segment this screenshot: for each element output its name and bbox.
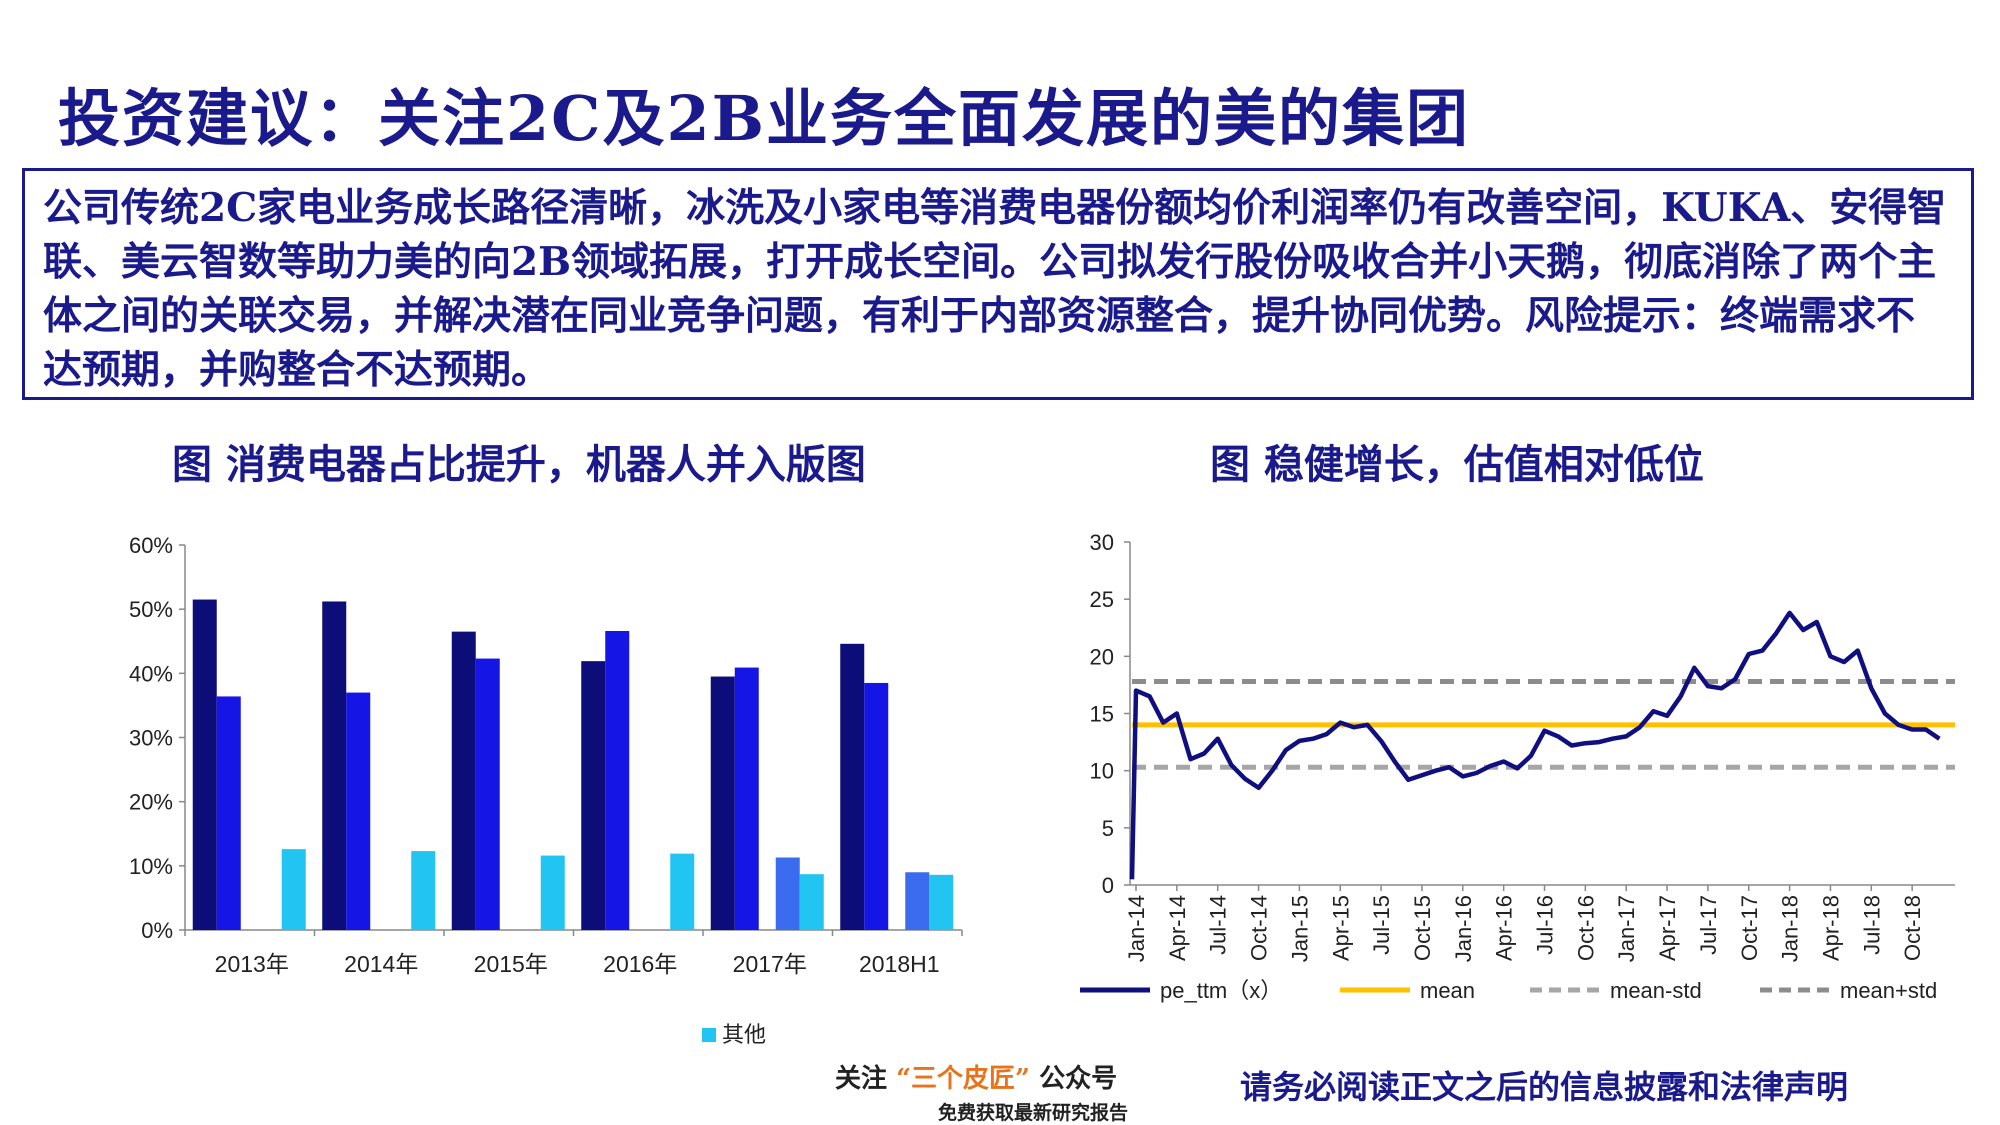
- line-x-tick-label: Jul-16: [1533, 895, 1558, 955]
- line-x-tick-label: Oct-17: [1737, 895, 1762, 961]
- bar-4: [540, 855, 565, 930]
- line-x-tick-label: Oct-18: [1900, 895, 1925, 961]
- legend-swatch-other: [702, 1028, 716, 1042]
- bar-category-label: 2017年: [733, 951, 807, 977]
- bar-2: [475, 658, 500, 930]
- legend-label-mean: mean: [1420, 978, 1475, 1003]
- bar-2: [216, 696, 241, 930]
- line-x-tick-label: Jan-15: [1287, 895, 1312, 962]
- line-x-tick-label: Apr-18: [1818, 895, 1843, 961]
- bar-1: [840, 643, 865, 930]
- bar-category-label: 2015年: [474, 951, 548, 977]
- line-x-tick-label: Apr-15: [1328, 895, 1353, 961]
- bar-2: [605, 630, 630, 930]
- investment-summary: 公司传统2C家电业务成长路径清晰，冰洗及小家电等消费电器份额均价利润率仍有改善空…: [22, 168, 1974, 400]
- follow-suffix: 公众号: [1039, 1064, 1118, 1094]
- bar-4: [411, 851, 436, 930]
- line-y-tick-label: 20: [1090, 644, 1114, 669]
- bar-y-tick-label: 20%: [129, 790, 173, 815]
- bar-1: [451, 631, 476, 930]
- line-x-tick-label: Jul-17: [1696, 895, 1721, 955]
- line-x-tick-label: Jan-14: [1124, 895, 1149, 962]
- bar-4: [281, 849, 306, 930]
- bar-category-label: 2013年: [215, 951, 289, 977]
- line-x-tick-label: Jul-14: [1206, 895, 1231, 955]
- bar-1: [192, 599, 217, 930]
- legend-label-mean-plus-std: mean+std: [1840, 978, 1937, 1003]
- line-x-tick-label: Oct-16: [1573, 895, 1598, 961]
- line-x-tick-label: Oct-15: [1410, 895, 1435, 961]
- legend-label-pe: pe_ttm（x）: [1160, 978, 1282, 1003]
- line-x-tick-label: Apr-14: [1165, 895, 1190, 961]
- line-x-tick-label: Jan-17: [1614, 895, 1639, 962]
- bar-4: [799, 874, 824, 930]
- bar-3: [905, 872, 930, 930]
- line-y-tick-label: 15: [1090, 702, 1114, 727]
- line-y-tick-label: 10: [1090, 759, 1114, 784]
- bar-1: [581, 661, 606, 930]
- line-x-tick-label: Apr-17: [1655, 895, 1680, 961]
- bar-category-label: 2018H1: [859, 951, 940, 977]
- bar-category-label: 2014年: [344, 951, 418, 977]
- bar-y-tick-label: 10%: [129, 854, 173, 879]
- bar-y-tick-label: 60%: [129, 533, 173, 558]
- line-y-tick-label: 0: [1102, 873, 1114, 898]
- bar-y-tick-label: 30%: [129, 726, 173, 751]
- line-x-tick-label: Apr-16: [1492, 895, 1517, 961]
- bar-2: [346, 692, 371, 930]
- bar-chart: 0% 10% 20% 30% 40% 50% 60% 2013年 2014年 2015年 2016年…: [129, 533, 963, 1047]
- bar-y-tick-label: 0%: [141, 918, 173, 943]
- page-title: 投资建议：关注2C及2B业务全面发展的美的集团: [58, 82, 1471, 155]
- bar-1: [322, 601, 347, 930]
- bar-y-tick-label: 50%: [129, 597, 173, 622]
- follow-accent: “三个皮匠”: [896, 1064, 1030, 1094]
- bar-2: [864, 682, 889, 930]
- line-x-tick-label: Jul-15: [1369, 895, 1394, 955]
- pe-ttm-line: [1129, 610, 1941, 880]
- line-y-tick-label: 5: [1102, 816, 1114, 841]
- bar-chart-title: 图 消费电器占比提升，机器人并入版图: [172, 441, 866, 488]
- line-x-tick-label: Jan-18: [1778, 895, 1803, 962]
- bar-3: [775, 857, 800, 930]
- line-x-tick-label: Oct-14: [1247, 895, 1272, 961]
- line-x-tick-label: Jan-16: [1451, 895, 1476, 962]
- follow-promo: 关注 “三个皮匠” 公众号: [835, 1058, 1117, 1095]
- bar-2: [734, 667, 759, 930]
- bar-y-tick-label: 40%: [129, 661, 173, 686]
- line-chart-title: 图 稳健增长，估值相对低位: [1210, 441, 1704, 488]
- legend-label-mean-std: mean-std: [1610, 978, 1702, 1003]
- follow-prefix: 关注: [835, 1064, 888, 1094]
- bar-4: [929, 874, 954, 930]
- line-x-tick-label: Jul-18: [1859, 895, 1884, 955]
- bar-4: [670, 853, 695, 930]
- bar-1: [710, 676, 735, 930]
- bar-category-label: 2016年: [603, 951, 677, 977]
- line-y-tick-label: 25: [1090, 587, 1114, 612]
- follow-subtitle: 免费获取最新研究报告: [938, 1102, 1129, 1124]
- pe-line-chart: 0 5 10 15 20 25 30 Jan-14 Apr-14 Jul-14 Oct-14 Jan-…: [1080, 530, 1955, 1003]
- line-y-tick-label: 30: [1090, 530, 1114, 555]
- legal-disclaimer: 请务必阅读正文之后的信息披露和法律声明: [1240, 1068, 1849, 1106]
- legend-label-other: 其他: [722, 1022, 766, 1047]
